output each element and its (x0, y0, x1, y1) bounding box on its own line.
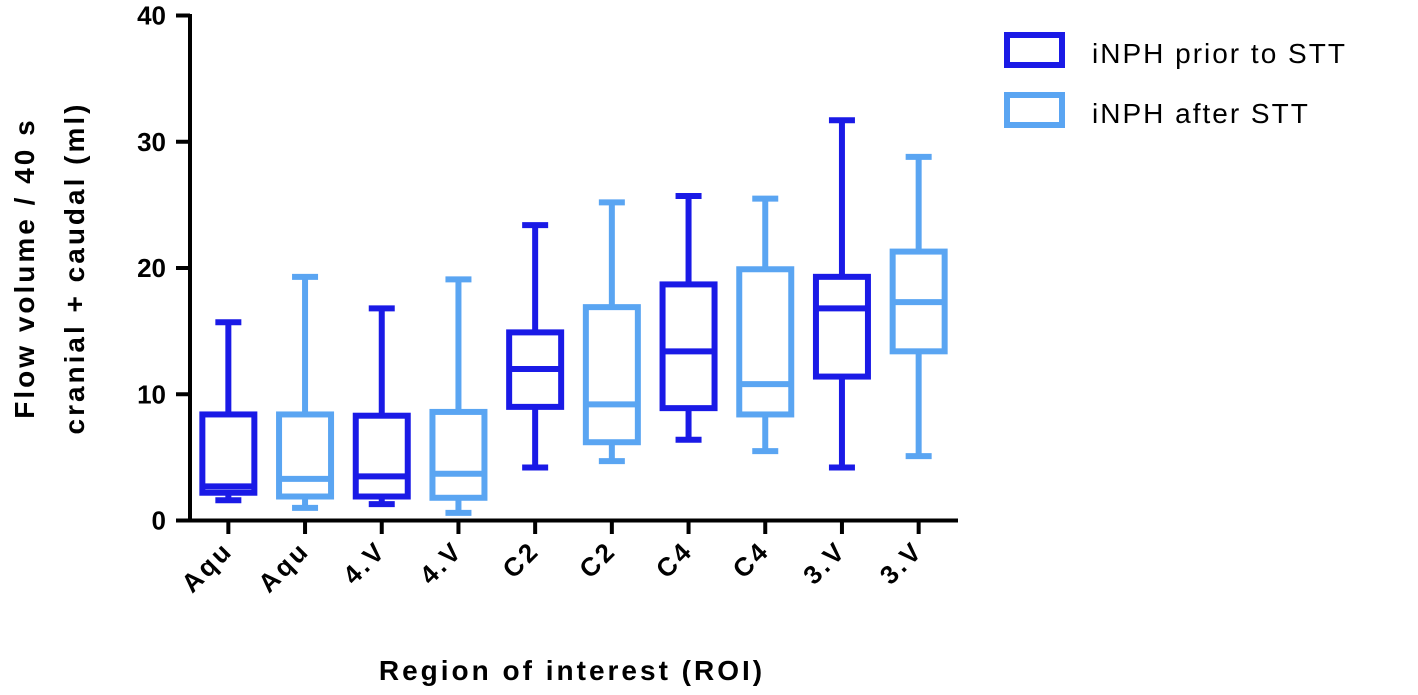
y-tick-label: 30 (137, 127, 166, 157)
y-axis-title-line1: Flow volume / 40 s (9, 117, 40, 418)
x-tick-label: 3.V (874, 535, 929, 590)
box-C4-prior (659, 193, 718, 443)
x-tick-label: 3.V (797, 535, 852, 590)
x-tick-label: Aqu (175, 535, 238, 598)
x-tick-label: 4.V (414, 535, 469, 590)
x-tick-label: C2 (496, 535, 545, 584)
x-tick-label: C4 (650, 535, 699, 584)
x-tick-label: C2 (573, 535, 622, 584)
legend-swatch-prior (1004, 32, 1065, 68)
legend: iNPH prior to STT iNPH after STT (1004, 32, 1347, 129)
x-tick-label: Aqu (252, 535, 315, 598)
box-iqr (736, 266, 795, 418)
box-C4-after (736, 195, 795, 455)
box-4.V-after (429, 276, 488, 516)
box-iqr (582, 304, 641, 446)
box-iqr (429, 408, 488, 501)
x-axis-ticks: Aqu Aqu 4.V 4.V C2 C2 C4 C4 3.V 3.V (175, 520, 929, 598)
legend-swatch-after (1004, 92, 1065, 128)
y-tick-label: 40 (137, 1, 166, 31)
y-tick-label: 20 (137, 253, 166, 283)
box-iqr (659, 281, 718, 412)
legend-label-prior: iNPH prior to STT (1092, 38, 1347, 69)
legend-item-after: iNPH after STT (1004, 92, 1310, 129)
box-4.V-prior (352, 305, 411, 508)
legend-label-after: iNPH after STT (1092, 98, 1310, 129)
box-iqr (199, 411, 258, 496)
box-C2-prior (506, 222, 565, 471)
box-iqr (276, 411, 335, 500)
y-axis-ticks: 0 10 20 30 40 (137, 1, 190, 536)
y-tick-label: 10 (137, 379, 166, 409)
x-axis-title: Region of interest (ROI) (379, 655, 765, 686)
y-tick-label: 0 (152, 506, 166, 536)
box-series (199, 117, 948, 516)
box-iqr (352, 412, 411, 500)
box-3.V-after (889, 153, 948, 460)
y-axis-title-line2: cranial + caudal (ml) (59, 102, 90, 435)
box-Aqu-prior (199, 319, 258, 504)
box-C2-after (582, 199, 641, 465)
legend-item-prior: iNPH prior to STT (1004, 32, 1347, 69)
x-tick-label: 4.V (337, 535, 392, 590)
x-tick-label: C4 (727, 535, 776, 584)
box-3.V-prior (812, 117, 871, 471)
box-iqr (812, 273, 871, 380)
box-Aqu-after (276, 273, 335, 511)
